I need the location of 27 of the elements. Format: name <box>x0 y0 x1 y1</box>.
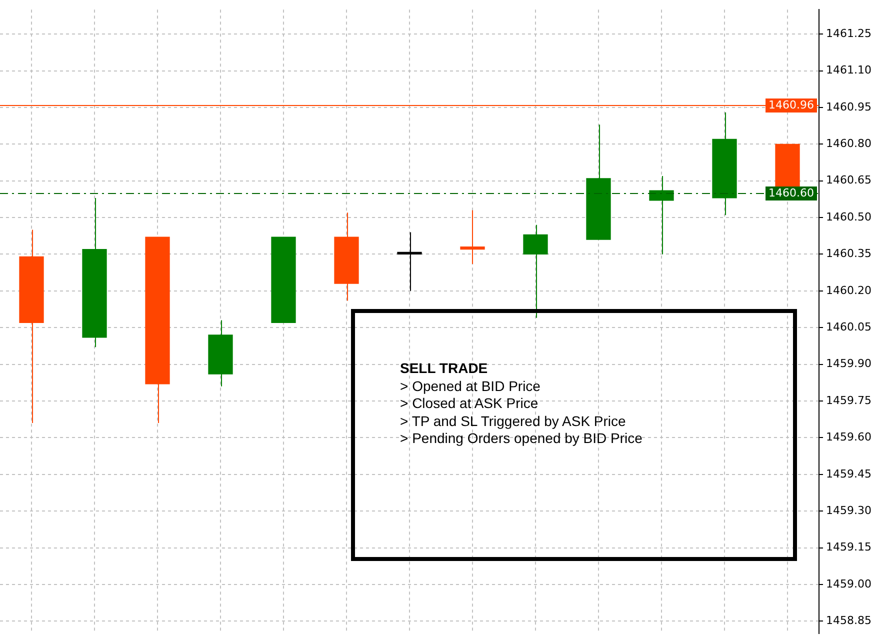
y-tick-label: 1460.65 <box>826 174 872 187</box>
y-tick-label: 1458.85 <box>826 614 872 628</box>
y-tick-label: 1460.95 <box>826 100 872 114</box>
annotation: > Pending Orders opened by BID Price <box>400 430 642 448</box>
y-tick-label: 1459.30 <box>826 504 872 517</box>
y-tick-label: 1460.80 <box>826 137 872 150</box>
y-tick-label: 1459.15 <box>826 540 872 554</box>
candlestick <box>397 232 422 292</box>
ref-line-label: 1460.96 <box>768 98 814 112</box>
y-tick-label: 1459.75 <box>826 394 872 407</box>
annotation: > Opened at BID Price <box>400 378 542 395</box>
y-tick-label: 1460.50 <box>826 210 872 224</box>
annotation: SELL TRADE <box>400 360 489 378</box>
y-tick-label: 1459.90 <box>826 357 872 370</box>
candlestick <box>649 175 674 255</box>
y-tick-label: 1460.05 <box>826 320 872 334</box>
y-tick-label: 1459.60 <box>826 430 872 444</box>
y-tick-label: 1459.00 <box>826 577 872 590</box>
annotation: > TP and SL Triggered by ASK Price <box>400 412 627 430</box>
annotation: > Closed at ASK Price <box>400 395 540 412</box>
y-tick-label: 1461.25 <box>826 26 872 40</box>
y-tick-label: 1460.20 <box>826 284 872 297</box>
ref-line-label: 1460.60 <box>768 186 814 200</box>
y-tick-label: 1460.35 <box>826 247 872 260</box>
y-tick-label: 1459.45 <box>826 467 872 480</box>
candlestick <box>460 210 485 265</box>
y-tick-label: 1461.10 <box>826 64 872 77</box>
